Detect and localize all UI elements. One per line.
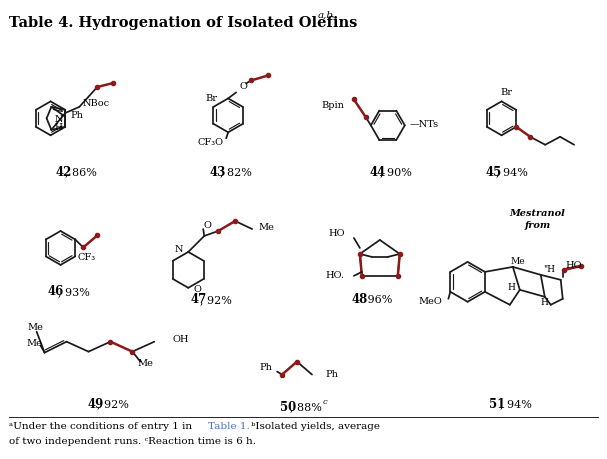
Text: Ph: Ph [71,111,84,120]
Text: OH: OH [172,335,189,344]
Text: 46: 46 [47,285,64,298]
Text: , 92%: , 92% [98,399,129,409]
Text: Me: Me [28,323,44,332]
Text: 47: 47 [190,293,206,306]
Text: , 86%: , 86% [64,167,97,177]
Text: Bpin: Bpin [321,101,344,110]
Text: MeO: MeO [419,297,443,306]
Text: , 82%: , 82% [220,167,252,177]
Text: 43: 43 [210,166,226,179]
Text: H: H [507,283,515,292]
Text: Ph: Ph [325,370,338,379]
Text: Table 4. Hydrogenation of Isolated Olefins: Table 4. Hydrogenation of Isolated Olefi… [8,16,357,30]
Text: O: O [193,285,201,294]
Text: 48: 48 [351,293,368,306]
Text: —NTs: —NTs [410,120,439,129]
Text: N: N [55,115,63,124]
Text: Br: Br [206,95,217,103]
Text: , 93%: , 93% [58,287,89,297]
Text: from: from [524,220,551,230]
Text: H: H [55,123,63,132]
Text: CF₃: CF₃ [77,253,95,262]
Text: Me: Me [511,257,526,266]
Text: a,b: a,b [318,11,334,20]
Text: Ph: Ph [259,363,272,372]
Text: CF₃O: CF₃O [197,138,223,147]
Text: Me: Me [27,339,42,348]
Text: N: N [175,246,183,254]
Text: , 94%: , 94% [500,399,532,409]
Text: , 88%: , 88% [290,403,322,413]
Text: Br: Br [501,88,512,97]
Text: Me: Me [258,223,274,231]
Text: 96%: 96% [364,295,392,305]
Text: , 92%: , 92% [200,295,232,305]
Text: 51: 51 [489,398,506,411]
Text: 49: 49 [87,398,104,411]
Text: 44: 44 [370,166,386,179]
Text: , 90%: , 90% [380,167,412,177]
Text: HO: HO [328,230,345,239]
Text: Table 1.: Table 1. [208,422,250,431]
Text: 45: 45 [486,166,502,179]
Text: ᵇIsolated yields, average: ᵇIsolated yields, average [248,422,380,431]
Text: O: O [203,220,211,230]
Text: Mestranol: Mestranol [509,208,565,218]
Text: 42: 42 [55,166,72,179]
Text: , 94%: , 94% [495,167,527,177]
Text: c: c [323,398,328,407]
Text: "H: "H [543,265,555,274]
Text: H: H [541,298,549,307]
Text: NBoc: NBoc [83,100,109,108]
Text: of two independent runs. ᶜReaction time is 6 h.: of two independent runs. ᶜReaction time … [8,437,256,446]
Text: HO.: HO. [326,271,345,280]
Text: 50: 50 [280,401,296,414]
Text: ᵃUnder the conditions of entry 1 in: ᵃUnder the conditions of entry 1 in [8,422,195,431]
Text: Me: Me [137,359,153,368]
Text: O: O [239,82,247,91]
Text: HO: HO [566,261,582,270]
